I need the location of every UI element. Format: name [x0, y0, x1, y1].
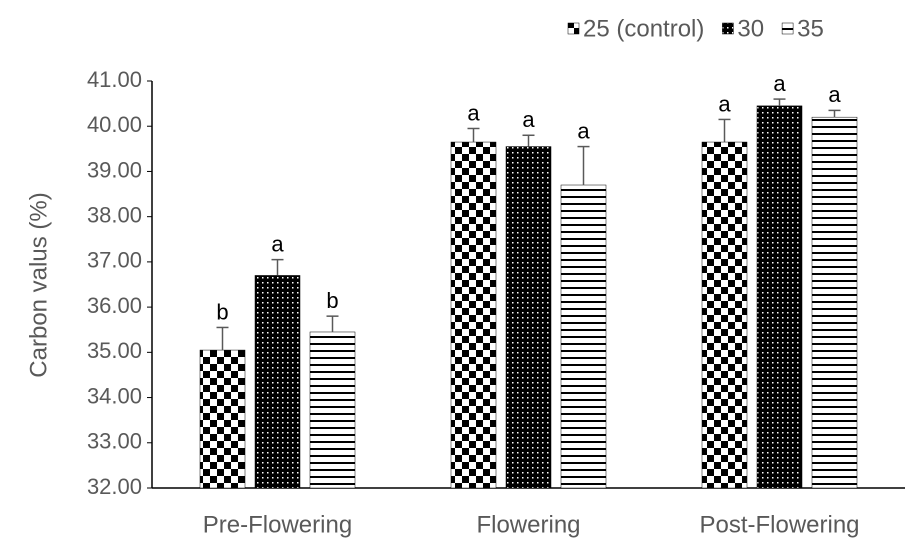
bar	[701, 141, 748, 489]
x-tick-label: Post-Flowering	[699, 511, 859, 538]
significance-label: a	[271, 231, 284, 256]
bar	[309, 331, 356, 489]
legend-label: 35	[797, 15, 824, 42]
y-tick-label: 33.00	[87, 429, 142, 454]
x-tick-label: Pre-Flowering	[203, 511, 352, 538]
y-tick-label: 39.00	[87, 157, 142, 182]
y-tick-label: 32.00	[87, 474, 142, 499]
y-tick-label: 36.00	[87, 293, 142, 318]
legend-label: 30	[737, 15, 764, 42]
y-tick-label: 40.00	[87, 112, 142, 137]
significance-label: b	[326, 288, 338, 313]
y-tick-label: 37.00	[87, 248, 142, 273]
bar	[811, 116, 858, 489]
bar	[199, 349, 246, 489]
y-tick-label: 35.00	[87, 338, 142, 363]
significance-label: a	[773, 71, 786, 96]
bar	[254, 275, 301, 489]
legend-swatch	[567, 22, 580, 35]
legend-swatch	[781, 22, 794, 35]
bar	[560, 184, 607, 489]
y-tick-label: 34.00	[87, 383, 142, 408]
x-tick-label: Flowering	[476, 511, 580, 538]
bar	[756, 105, 803, 489]
significance-label: a	[577, 118, 590, 143]
significance-label: b	[216, 299, 228, 324]
y-tick-label: 41.00	[87, 67, 142, 92]
significance-label: a	[828, 82, 841, 107]
significance-label: a	[467, 100, 480, 125]
significance-label: a	[718, 91, 731, 116]
bar	[505, 146, 552, 489]
y-tick-label: 38.00	[87, 202, 142, 227]
significance-label: a	[522, 107, 535, 132]
bar	[450, 141, 497, 489]
legend-label: 25 (control)	[583, 15, 704, 42]
y-axis-title: Carbon valus (%)	[25, 192, 52, 377]
legend-swatch	[722, 22, 734, 35]
